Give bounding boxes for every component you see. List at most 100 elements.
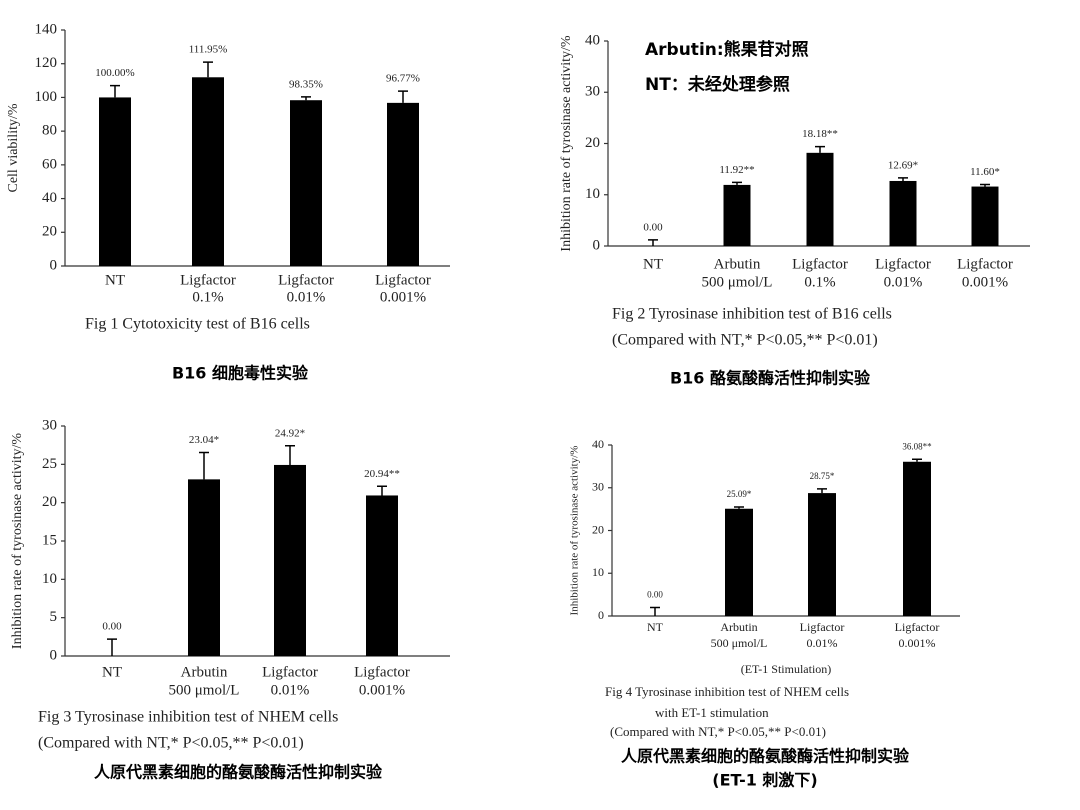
- x-tick-label: Ligfactor: [354, 664, 410, 680]
- caption: Fig 1 Cytotoxicity test of B16 cells: [85, 316, 310, 333]
- data-label: 11.60*: [970, 166, 1000, 178]
- chinese-caption: B16 细胞毒性实验: [172, 364, 309, 383]
- error-bar: [199, 451, 209, 480]
- data-label: 98.35%: [289, 78, 323, 90]
- bar: [806, 152, 834, 246]
- x-tick-label: 0.01%: [884, 274, 923, 290]
- x-tick-label: NT: [647, 620, 664, 634]
- caption: Fig 3 Tyrosinase inhibition test of NHEM…: [38, 709, 338, 726]
- x-tick-label: 0.01%: [271, 682, 310, 698]
- x-tick-label: 0.01%: [287, 289, 326, 305]
- error-bar: [898, 177, 908, 181]
- y-tick-label: 15: [42, 532, 57, 548]
- chinese-caption: (ET-1 刺激下): [712, 771, 817, 790]
- x-tick-label: NT: [643, 256, 663, 272]
- y-tick-label: 0: [593, 237, 601, 253]
- x-tick-label: NT: [102, 664, 122, 680]
- chinese-caption: 人原代黑素细胞的酪氨酸酶活性抑制实验: [621, 747, 910, 766]
- bar: [387, 102, 419, 266]
- y-tick-label: 10: [42, 571, 57, 587]
- data-label: 11.92**: [719, 164, 754, 176]
- y-tick-label: 40: [42, 190, 57, 206]
- bar: [99, 97, 131, 266]
- x-tick-label: Arbutin: [714, 256, 761, 272]
- y-tick-label: 40: [592, 437, 604, 451]
- x-tick-label: 500 μmol/L: [711, 636, 768, 650]
- bar: [192, 77, 224, 266]
- x-tick-label: Ligfactor: [375, 272, 431, 288]
- data-label: 96.77%: [386, 73, 420, 85]
- y-tick-label: 20: [585, 135, 600, 151]
- x-tick-label: 0.1%: [804, 274, 835, 290]
- x-tick-label: Ligfactor: [875, 256, 931, 272]
- x-tick-label: 500 μmol/L: [169, 682, 240, 698]
- caption: (Compared with NT,* P<0.05,** P<0.01): [612, 332, 878, 349]
- data-label: 100.00%: [95, 67, 134, 79]
- chinese-caption: B16 酪氨酸酶活性抑制实验: [670, 369, 871, 388]
- error-bar: [648, 239, 658, 246]
- error-bar: [377, 485, 387, 496]
- error-bar: [301, 96, 311, 101]
- y-tick-label: 30: [42, 417, 57, 433]
- y-tick-label: 120: [35, 55, 58, 71]
- caption: Fig 4 Tyrosinase inhibition test of NHEM…: [605, 684, 849, 699]
- x-axis-label: (ET-1 Stimulation): [741, 662, 832, 676]
- bar: [971, 186, 999, 246]
- bar: [725, 508, 753, 616]
- x-tick-label: 0.001%: [380, 289, 426, 305]
- y-tick-label: 20: [42, 224, 57, 240]
- y-axis-label: Inhibition rate of tyrosinase activity/%: [559, 35, 574, 252]
- x-tick-label: Ligfactor: [262, 664, 318, 680]
- error-bar: [815, 145, 825, 153]
- error-bar: [912, 458, 922, 462]
- y-tick-label: 5: [50, 609, 58, 625]
- x-tick-label: 0.001%: [899, 636, 936, 650]
- data-label: 0.00: [643, 221, 663, 233]
- bar: [723, 184, 751, 246]
- data-label: 111.95%: [189, 44, 228, 56]
- error-bar: [203, 61, 213, 78]
- error-bar: [110, 84, 120, 98]
- error-bar: [398, 90, 408, 103]
- caption: (Compared with NT,* P<0.05,** P<0.01): [38, 735, 304, 752]
- error-bar: [980, 183, 990, 187]
- x-tick-label: Ligfactor: [792, 256, 848, 272]
- y-tick-label: 80: [42, 123, 57, 139]
- y-tick-label: 20: [42, 494, 57, 510]
- data-label: 28.75*: [810, 471, 835, 481]
- x-tick-label: Ligfactor: [895, 620, 940, 634]
- y-axis-label: Cell viability/%: [6, 103, 21, 192]
- chinese-caption: 人原代黑素细胞的酪氨酸酶活性抑制实验: [94, 763, 383, 782]
- y-tick-label: 0: [50, 257, 58, 273]
- x-tick-label: NT: [105, 272, 125, 288]
- error-bar: [107, 638, 117, 656]
- x-tick-label: Ligfactor: [180, 272, 236, 288]
- y-tick-label: 60: [42, 156, 57, 172]
- y-tick-label: 0: [598, 608, 604, 622]
- bar: [889, 180, 917, 246]
- y-tick-label: 30: [592, 480, 604, 494]
- y-tick-label: 140: [35, 21, 58, 37]
- caption: Fig 2 Tyrosinase inhibition test of B16 …: [612, 306, 892, 323]
- error-bar: [817, 488, 827, 494]
- x-tick-label: 500 μmol/L: [702, 274, 773, 290]
- data-label: 18.18**: [802, 128, 838, 140]
- x-tick-label: Ligfactor: [278, 272, 334, 288]
- x-tick-label: 0.001%: [359, 682, 405, 698]
- x-tick-label: 0.01%: [807, 636, 838, 650]
- x-tick-label: Arbutin: [720, 620, 757, 634]
- error-bar: [734, 506, 744, 509]
- error-bar: [732, 181, 742, 185]
- data-label: 23.04*: [189, 434, 219, 446]
- caption: with ET-1 stimulation: [655, 705, 769, 720]
- data-label: 36.08**: [902, 441, 932, 451]
- y-tick-label: 30: [585, 84, 600, 100]
- y-tick-label: 10: [592, 565, 604, 579]
- y-tick-label: 0: [50, 647, 58, 663]
- bar: [903, 461, 931, 616]
- bar: [290, 100, 322, 267]
- x-tick-label: 0.1%: [192, 289, 223, 305]
- y-tick-label: 25: [42, 456, 57, 472]
- y-axis-label: Inhibition rate of tyrosinase activity/%: [10, 433, 25, 650]
